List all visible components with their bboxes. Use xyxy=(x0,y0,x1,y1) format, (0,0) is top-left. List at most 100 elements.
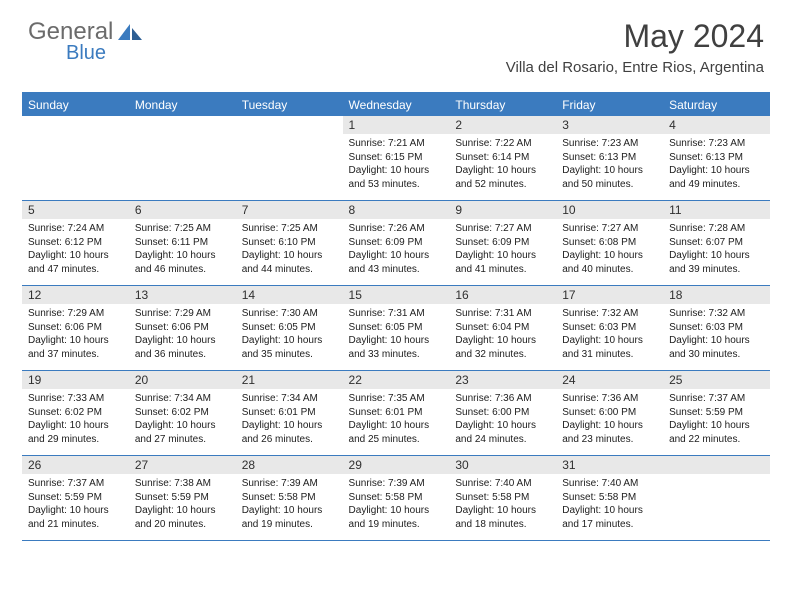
month-title: May 2024 xyxy=(506,18,764,55)
day-details: Sunrise: 7:27 AMSunset: 6:08 PMDaylight:… xyxy=(556,219,663,282)
week-row: 19Sunrise: 7:33 AMSunset: 6:02 PMDayligh… xyxy=(22,371,770,456)
week-row: 26Sunrise: 7:37 AMSunset: 5:59 PMDayligh… xyxy=(22,456,770,541)
day-details: Sunrise: 7:23 AMSunset: 6:13 PMDaylight:… xyxy=(663,134,770,197)
day-number: 4 xyxy=(663,116,770,134)
day-number: 16 xyxy=(449,286,556,304)
day-number: 17 xyxy=(556,286,663,304)
day-number: 12 xyxy=(22,286,129,304)
day-header-row: SundayMondayTuesdayWednesdayThursdayFrid… xyxy=(22,94,770,116)
day-details: Sunrise: 7:31 AMSunset: 6:05 PMDaylight:… xyxy=(343,304,450,367)
day-details: Sunrise: 7:22 AMSunset: 6:14 PMDaylight:… xyxy=(449,134,556,197)
day-number: 14 xyxy=(236,286,343,304)
day-number: 15 xyxy=(343,286,450,304)
day-details: Sunrise: 7:26 AMSunset: 6:09 PMDaylight:… xyxy=(343,219,450,282)
day-number: 2 xyxy=(449,116,556,134)
day-cell: 26Sunrise: 7:37 AMSunset: 5:59 PMDayligh… xyxy=(22,456,129,540)
day-cell: 25Sunrise: 7:37 AMSunset: 5:59 PMDayligh… xyxy=(663,371,770,455)
day-cell xyxy=(129,116,236,200)
day-cell: 6Sunrise: 7:25 AMSunset: 6:11 PMDaylight… xyxy=(129,201,236,285)
day-number: 18 xyxy=(663,286,770,304)
day-header-wednesday: Wednesday xyxy=(343,94,450,116)
day-number: 23 xyxy=(449,371,556,389)
weeks-container: 1Sunrise: 7:21 AMSunset: 6:15 PMDaylight… xyxy=(22,116,770,541)
day-cell: 23Sunrise: 7:36 AMSunset: 6:00 PMDayligh… xyxy=(449,371,556,455)
day-number: 26 xyxy=(22,456,129,474)
day-cell: 10Sunrise: 7:27 AMSunset: 6:08 PMDayligh… xyxy=(556,201,663,285)
day-cell: 5Sunrise: 7:24 AMSunset: 6:12 PMDaylight… xyxy=(22,201,129,285)
day-details: Sunrise: 7:34 AMSunset: 6:02 PMDaylight:… xyxy=(129,389,236,452)
day-cell: 19Sunrise: 7:33 AMSunset: 6:02 PMDayligh… xyxy=(22,371,129,455)
day-details: Sunrise: 7:36 AMSunset: 6:00 PMDaylight:… xyxy=(449,389,556,452)
day-header-tuesday: Tuesday xyxy=(236,94,343,116)
day-details: Sunrise: 7:21 AMSunset: 6:15 PMDaylight:… xyxy=(343,134,450,197)
day-cell: 30Sunrise: 7:40 AMSunset: 5:58 PMDayligh… xyxy=(449,456,556,540)
day-header-sunday: Sunday xyxy=(22,94,129,116)
day-number: 31 xyxy=(556,456,663,474)
day-cell: 22Sunrise: 7:35 AMSunset: 6:01 PMDayligh… xyxy=(343,371,450,455)
day-cell: 4Sunrise: 7:23 AMSunset: 6:13 PMDaylight… xyxy=(663,116,770,200)
day-details: Sunrise: 7:37 AMSunset: 5:59 PMDaylight:… xyxy=(663,389,770,452)
day-cell: 3Sunrise: 7:23 AMSunset: 6:13 PMDaylight… xyxy=(556,116,663,200)
day-details: Sunrise: 7:35 AMSunset: 6:01 PMDaylight:… xyxy=(343,389,450,452)
day-number: 27 xyxy=(129,456,236,474)
day-details: Sunrise: 7:39 AMSunset: 5:58 PMDaylight:… xyxy=(236,474,343,537)
day-details: Sunrise: 7:28 AMSunset: 6:07 PMDaylight:… xyxy=(663,219,770,282)
day-number: 24 xyxy=(556,371,663,389)
header: General Blue May 2024 Villa del Rosario,… xyxy=(0,0,792,84)
day-details: Sunrise: 7:25 AMSunset: 6:11 PMDaylight:… xyxy=(129,219,236,282)
location-text: Villa del Rosario, Entre Rios, Argentina xyxy=(506,59,764,76)
day-cell: 31Sunrise: 7:40 AMSunset: 5:58 PMDayligh… xyxy=(556,456,663,540)
title-block: May 2024 Villa del Rosario, Entre Rios, … xyxy=(506,18,764,76)
day-number: 9 xyxy=(449,201,556,219)
day-cell xyxy=(663,456,770,540)
day-details: Sunrise: 7:30 AMSunset: 6:05 PMDaylight:… xyxy=(236,304,343,367)
logo-text-blue: Blue xyxy=(66,42,106,65)
day-cell: 27Sunrise: 7:38 AMSunset: 5:59 PMDayligh… xyxy=(129,456,236,540)
day-cell: 17Sunrise: 7:32 AMSunset: 6:03 PMDayligh… xyxy=(556,286,663,370)
calendar-grid: SundayMondayTuesdayWednesdayThursdayFrid… xyxy=(22,92,770,541)
day-cell: 12Sunrise: 7:29 AMSunset: 6:06 PMDayligh… xyxy=(22,286,129,370)
day-details: Sunrise: 7:27 AMSunset: 6:09 PMDaylight:… xyxy=(449,219,556,282)
day-cell: 21Sunrise: 7:34 AMSunset: 6:01 PMDayligh… xyxy=(236,371,343,455)
day-number: 1 xyxy=(343,116,450,134)
day-details: Sunrise: 7:39 AMSunset: 5:58 PMDaylight:… xyxy=(343,474,450,537)
day-details: Sunrise: 7:24 AMSunset: 6:12 PMDaylight:… xyxy=(22,219,129,282)
day-cell: 29Sunrise: 7:39 AMSunset: 5:58 PMDayligh… xyxy=(343,456,450,540)
day-cell: 24Sunrise: 7:36 AMSunset: 6:00 PMDayligh… xyxy=(556,371,663,455)
day-header-saturday: Saturday xyxy=(663,94,770,116)
day-cell xyxy=(236,116,343,200)
day-details: Sunrise: 7:31 AMSunset: 6:04 PMDaylight:… xyxy=(449,304,556,367)
day-number: 20 xyxy=(129,371,236,389)
day-cell: 16Sunrise: 7:31 AMSunset: 6:04 PMDayligh… xyxy=(449,286,556,370)
day-number: 25 xyxy=(663,371,770,389)
day-number: 6 xyxy=(129,201,236,219)
day-cell: 7Sunrise: 7:25 AMSunset: 6:10 PMDaylight… xyxy=(236,201,343,285)
day-cell: 1Sunrise: 7:21 AMSunset: 6:15 PMDaylight… xyxy=(343,116,450,200)
day-details: Sunrise: 7:25 AMSunset: 6:10 PMDaylight:… xyxy=(236,219,343,282)
day-cell xyxy=(22,116,129,200)
logo: General Blue xyxy=(28,18,168,68)
day-number: 30 xyxy=(449,456,556,474)
day-number: 22 xyxy=(343,371,450,389)
day-cell: 28Sunrise: 7:39 AMSunset: 5:58 PMDayligh… xyxy=(236,456,343,540)
day-details: Sunrise: 7:40 AMSunset: 5:58 PMDaylight:… xyxy=(449,474,556,537)
day-details: Sunrise: 7:29 AMSunset: 6:06 PMDaylight:… xyxy=(22,304,129,367)
empty-day-bar xyxy=(663,456,770,474)
day-details: Sunrise: 7:32 AMSunset: 6:03 PMDaylight:… xyxy=(556,304,663,367)
day-header-friday: Friday xyxy=(556,94,663,116)
day-cell: 11Sunrise: 7:28 AMSunset: 6:07 PMDayligh… xyxy=(663,201,770,285)
day-cell: 14Sunrise: 7:30 AMSunset: 6:05 PMDayligh… xyxy=(236,286,343,370)
day-number: 28 xyxy=(236,456,343,474)
day-cell: 18Sunrise: 7:32 AMSunset: 6:03 PMDayligh… xyxy=(663,286,770,370)
day-cell: 9Sunrise: 7:27 AMSunset: 6:09 PMDaylight… xyxy=(449,201,556,285)
day-details: Sunrise: 7:37 AMSunset: 5:59 PMDaylight:… xyxy=(22,474,129,537)
day-number: 8 xyxy=(343,201,450,219)
day-details: Sunrise: 7:38 AMSunset: 5:59 PMDaylight:… xyxy=(129,474,236,537)
day-details: Sunrise: 7:34 AMSunset: 6:01 PMDaylight:… xyxy=(236,389,343,452)
day-cell: 2Sunrise: 7:22 AMSunset: 6:14 PMDaylight… xyxy=(449,116,556,200)
week-row: 12Sunrise: 7:29 AMSunset: 6:06 PMDayligh… xyxy=(22,286,770,371)
day-number: 21 xyxy=(236,371,343,389)
day-details: Sunrise: 7:36 AMSunset: 6:00 PMDaylight:… xyxy=(556,389,663,452)
day-number: 3 xyxy=(556,116,663,134)
day-details: Sunrise: 7:32 AMSunset: 6:03 PMDaylight:… xyxy=(663,304,770,367)
